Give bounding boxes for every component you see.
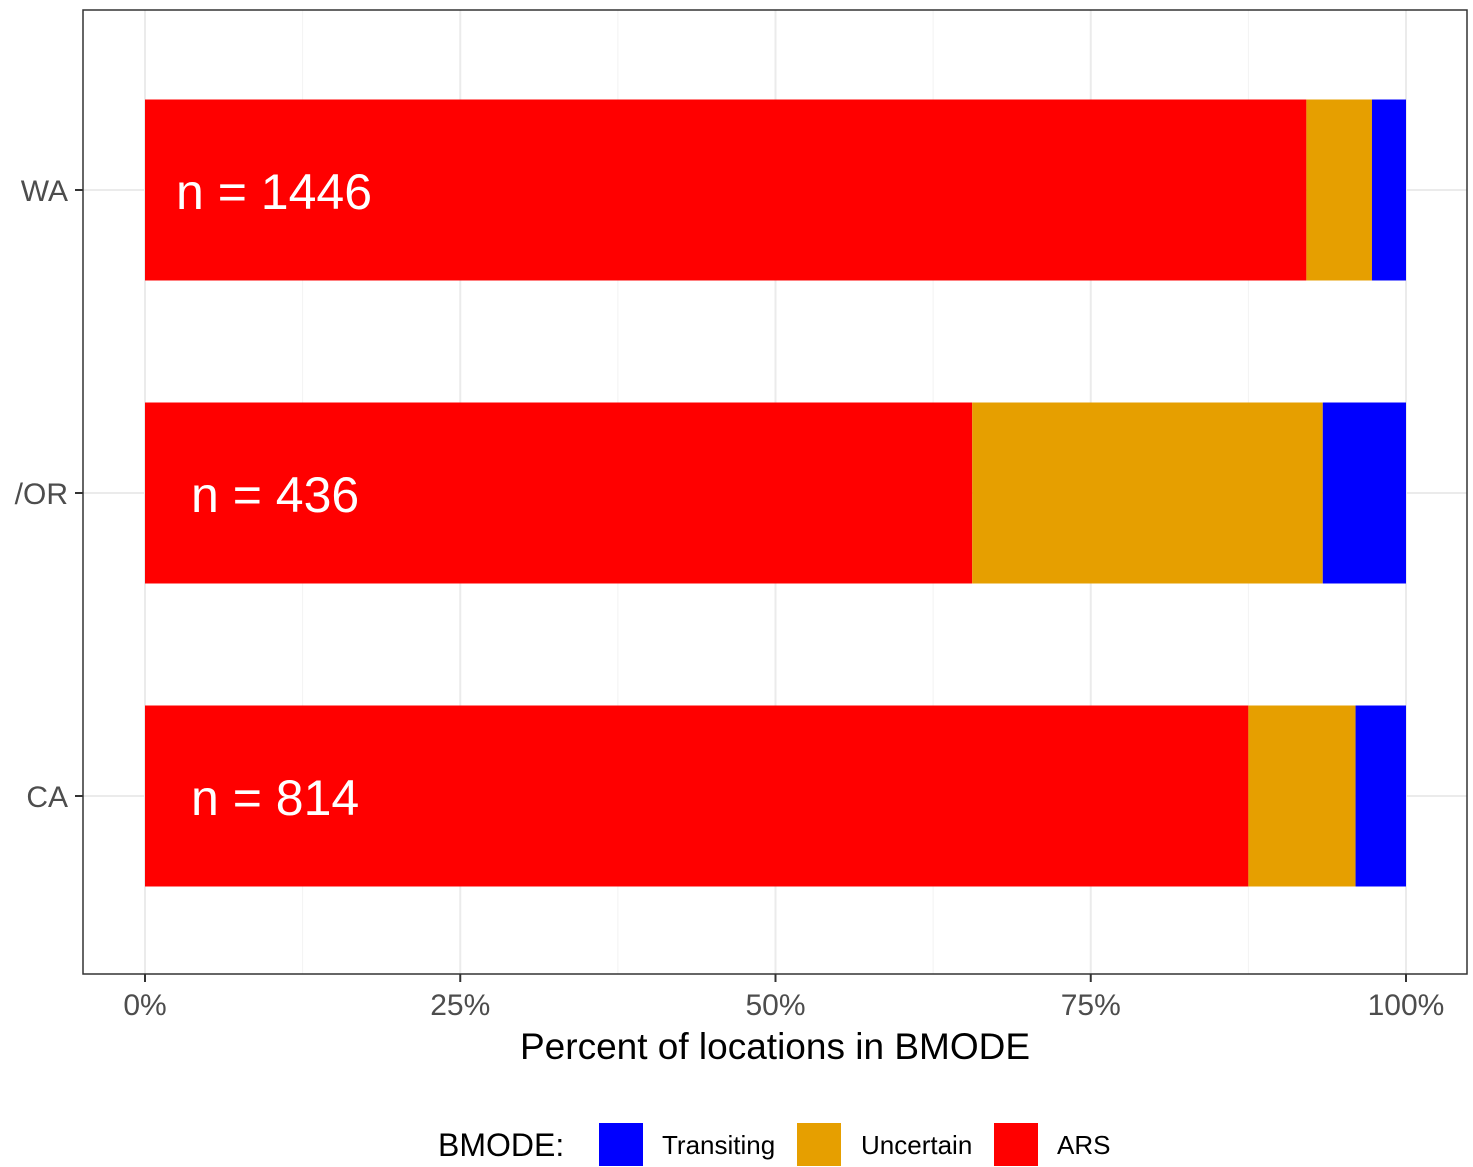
bar-segment-ca-ars [145, 705, 1249, 887]
bar-segment-wa-transiting [1371, 99, 1406, 281]
x-tick-label: 50% [745, 989, 805, 1022]
legend: BMODE: Transiting Uncertain ARS [438, 1123, 1110, 1166]
y-tick-label: WA [21, 175, 68, 208]
bar-segment-ca-uncertain [1248, 705, 1356, 887]
legend-label-uncertain: Uncertain [861, 1130, 972, 1160]
bar-count-label: n = 1446 [176, 164, 372, 220]
legend-title: BMODE: [438, 1127, 564, 1163]
legend-key-transiting [599, 1123, 643, 1166]
bars [145, 99, 1406, 887]
x-tick-label: 75% [1061, 989, 1121, 1022]
legend-key-ars [994, 1123, 1038, 1166]
bar-annotations: n = 1446 n = 436 n = 814 [176, 164, 372, 826]
bar-count-label: n = 436 [191, 467, 359, 523]
bar-segment-wa-ars [145, 99, 1307, 281]
x-axis-title: Percent of locations in BMODE [520, 1026, 1030, 1067]
x-tick-label: 25% [430, 989, 490, 1022]
y-tick-label: CA [26, 781, 68, 814]
bar-segment-or-ars [145, 402, 973, 584]
bar-segment-or-uncertain [972, 402, 1323, 584]
bar-segment-or-transiting [1322, 402, 1406, 584]
legend-key-uncertain [797, 1123, 841, 1166]
legend-label-ars: ARS [1057, 1130, 1110, 1160]
x-tick-label: 100% [1368, 989, 1445, 1022]
y-tick-label: /OR [15, 478, 68, 511]
bar-count-label: n = 814 [191, 770, 359, 826]
bar-segment-wa-uncertain [1306, 99, 1372, 281]
axes: WA/OR CA 0% 25% 50% 75% 100% [15, 175, 1445, 1022]
x-tick-label: 0% [123, 989, 166, 1022]
legend-label-transiting: Transiting [662, 1130, 775, 1160]
bar-segment-ca-transiting [1355, 705, 1406, 887]
